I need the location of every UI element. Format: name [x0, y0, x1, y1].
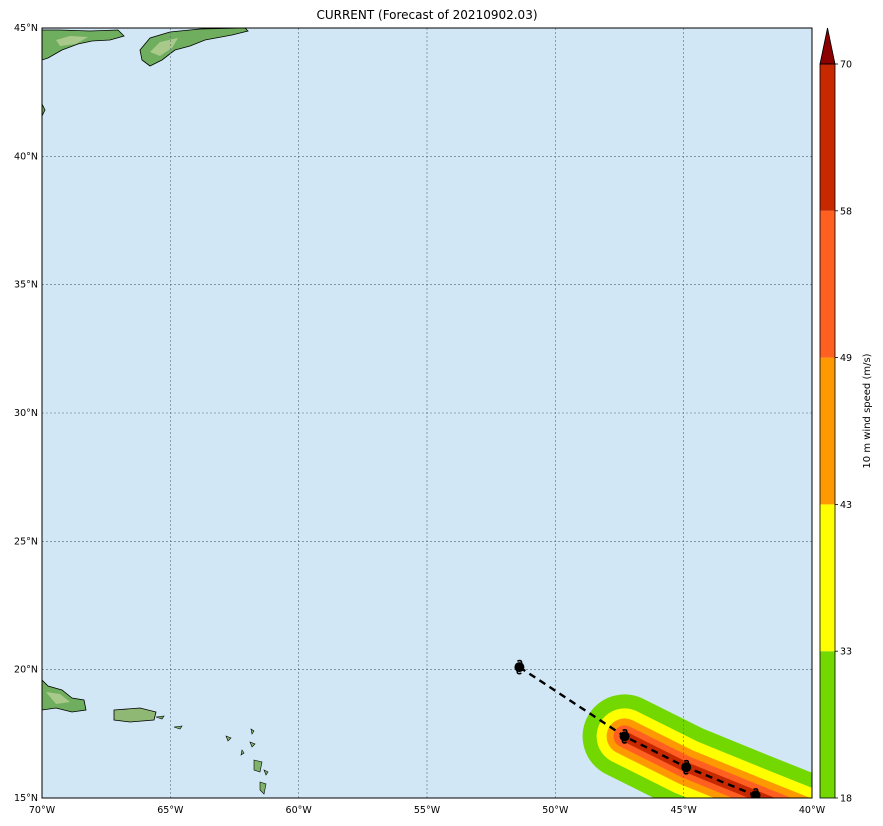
colorbar-tick-label: 33: [840, 647, 852, 658]
land-newfoundland: [139, 28, 249, 67]
colorbar-label: 10 m wind speed (m/s): [862, 353, 873, 468]
colorbar-band: [820, 210, 835, 358]
latitude-ticks: 15°N 20°N 25°N 30°N 35°N 40°N 45°N: [14, 23, 38, 804]
lat-tick-label: 40°N: [14, 151, 38, 162]
storm-track: [514, 659, 761, 798]
lon-tick-label: 40°W: [799, 805, 826, 816]
lon-tick-label: 50°W: [542, 805, 569, 816]
colorbar-band: [820, 651, 835, 798]
lat-tick-label: 30°N: [14, 408, 38, 419]
colorbar-tick-label: 58: [840, 206, 852, 217]
gridlines: [42, 28, 812, 798]
colorbar: 18 33 43 49 58 70 10 m wind speed (m/s): [819, 27, 873, 805]
land-nova-scotia: [42, 29, 125, 61]
map-area: [42, 28, 812, 798]
colorbar-tick-label: 18: [840, 794, 852, 805]
lon-tick-label: 45°W: [671, 805, 698, 816]
storm-symbol: [753, 788, 759, 793]
land-puerto-rico: [113, 707, 165, 723]
lon-tick-label: 60°W: [286, 805, 313, 816]
colorbar-extend-arrow: [819, 27, 836, 65]
lon-tick-label: 55°W: [414, 805, 441, 816]
track-point: [514, 662, 525, 673]
colorbar-band: [820, 357, 835, 505]
land-hispaniola: [42, 679, 87, 713]
storm-symbol: [621, 729, 628, 744]
lat-tick-label: 25°N: [14, 536, 38, 547]
storm-symbol: [683, 759, 690, 775]
colorbar-tick-label: 49: [840, 353, 852, 364]
colorbar-tick-label: 43: [840, 500, 852, 511]
track-point: [619, 731, 630, 742]
lon-tick-label: 65°W: [157, 805, 184, 816]
track-point: [681, 762, 692, 773]
longitude-ticks: 70°W 65°W 60°W 55°W 50°W 45°W 40°W: [29, 805, 826, 816]
lat-tick-label: 20°N: [14, 665, 38, 676]
track-point: [750, 790, 761, 798]
colorbar-frame: [819, 63, 836, 799]
lat-tick-label: 15°N: [14, 793, 38, 804]
lat-tick-label: 45°N: [14, 23, 38, 34]
land-cape-edge: [42, 103, 46, 117]
colorbar-tick-label: 70: [840, 60, 852, 71]
colorbar-band: [820, 64, 835, 211]
storm-symbol: [516, 659, 523, 675]
map-frame: [41, 27, 813, 799]
lon-tick-label: 70°W: [29, 805, 56, 816]
colorbar-band: [820, 504, 835, 652]
land-lesser-antilles: [173, 725, 269, 795]
map-title: CURRENT (Forecast of 20210902.03): [316, 8, 538, 22]
track-line: [518, 666, 756, 797]
lat-tick-label: 35°N: [14, 280, 38, 291]
